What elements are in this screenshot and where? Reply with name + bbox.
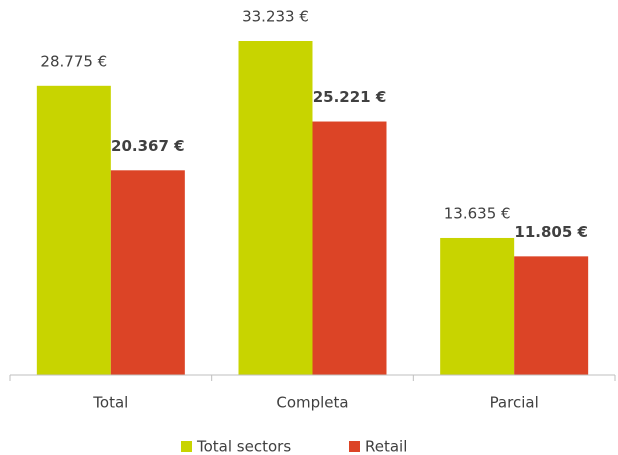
data-label: 20.367 € bbox=[111, 137, 185, 155]
data-label: 25.221 € bbox=[313, 88, 387, 106]
bar bbox=[514, 256, 589, 375]
data-label: 11.805 € bbox=[514, 223, 588, 241]
x-tick-label: Parcial bbox=[490, 394, 539, 412]
x-tick-label: Completa bbox=[276, 394, 348, 412]
legend-swatch bbox=[181, 441, 192, 452]
data-label: 28.775 € bbox=[40, 52, 107, 70]
x-tick-label: Total bbox=[92, 394, 128, 412]
data-label: 33.233 € bbox=[242, 8, 309, 26]
legend-label: Retail bbox=[365, 438, 407, 455]
bar bbox=[312, 121, 387, 375]
legend-swatch bbox=[349, 441, 360, 452]
data-label: 13.635 € bbox=[444, 204, 511, 222]
bar bbox=[110, 170, 185, 375]
bar bbox=[238, 41, 313, 375]
bar bbox=[440, 237, 515, 375]
legend-label: Total sectors bbox=[196, 438, 291, 455]
bar bbox=[36, 85, 111, 376]
